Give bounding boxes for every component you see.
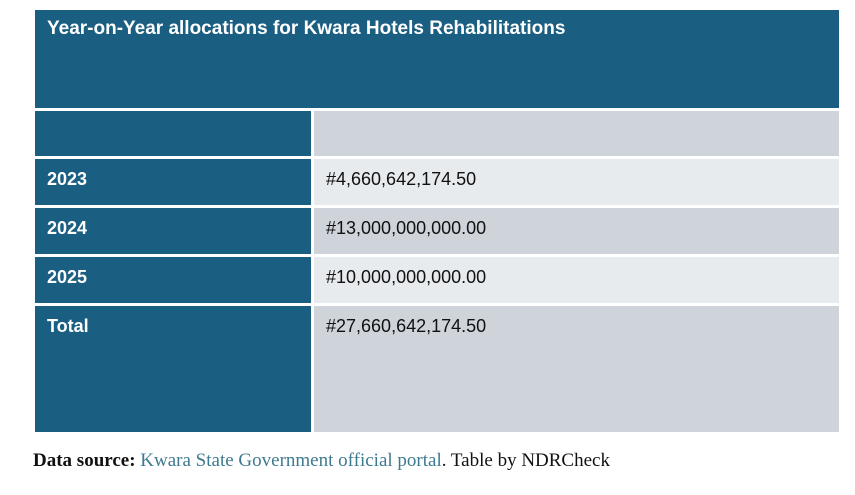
year-cell: 2025 (35, 257, 311, 303)
data-source-caption: Data source: Kwara State Government offi… (33, 450, 610, 472)
header-cell-year (35, 111, 311, 156)
allocations-table: Year-on-Year allocations for Kwara Hotel… (35, 10, 839, 432)
table-header-row (35, 111, 839, 156)
year-cell: 2023 (35, 159, 311, 205)
table-total-row: Total #27,660,642,174.50 (35, 306, 839, 432)
table-title: Year-on-Year allocations for Kwara Hotel… (35, 10, 839, 108)
amount-cell: #4,660,642,174.50 (314, 159, 839, 205)
total-amount-cell: #27,660,642,174.50 (314, 306, 839, 432)
table-row: 2023 #4,660,642,174.50 (35, 159, 839, 205)
amount-cell: #10,000,000,000.00 (314, 257, 839, 303)
amount-cell: #13,000,000,000.00 (314, 208, 839, 254)
table-row: 2025 #10,000,000,000.00 (35, 257, 839, 303)
source-link[interactable]: Kwara State Government official portal (140, 450, 442, 471)
caption-label: Data source: (33, 450, 136, 471)
table-row: 2024 #13,000,000,000.00 (35, 208, 839, 254)
total-label-cell: Total (35, 306, 311, 432)
header-cell-amount (314, 111, 839, 156)
caption-suffix: . Table by NDRCheck (441, 450, 610, 471)
year-cell: 2024 (35, 208, 311, 254)
